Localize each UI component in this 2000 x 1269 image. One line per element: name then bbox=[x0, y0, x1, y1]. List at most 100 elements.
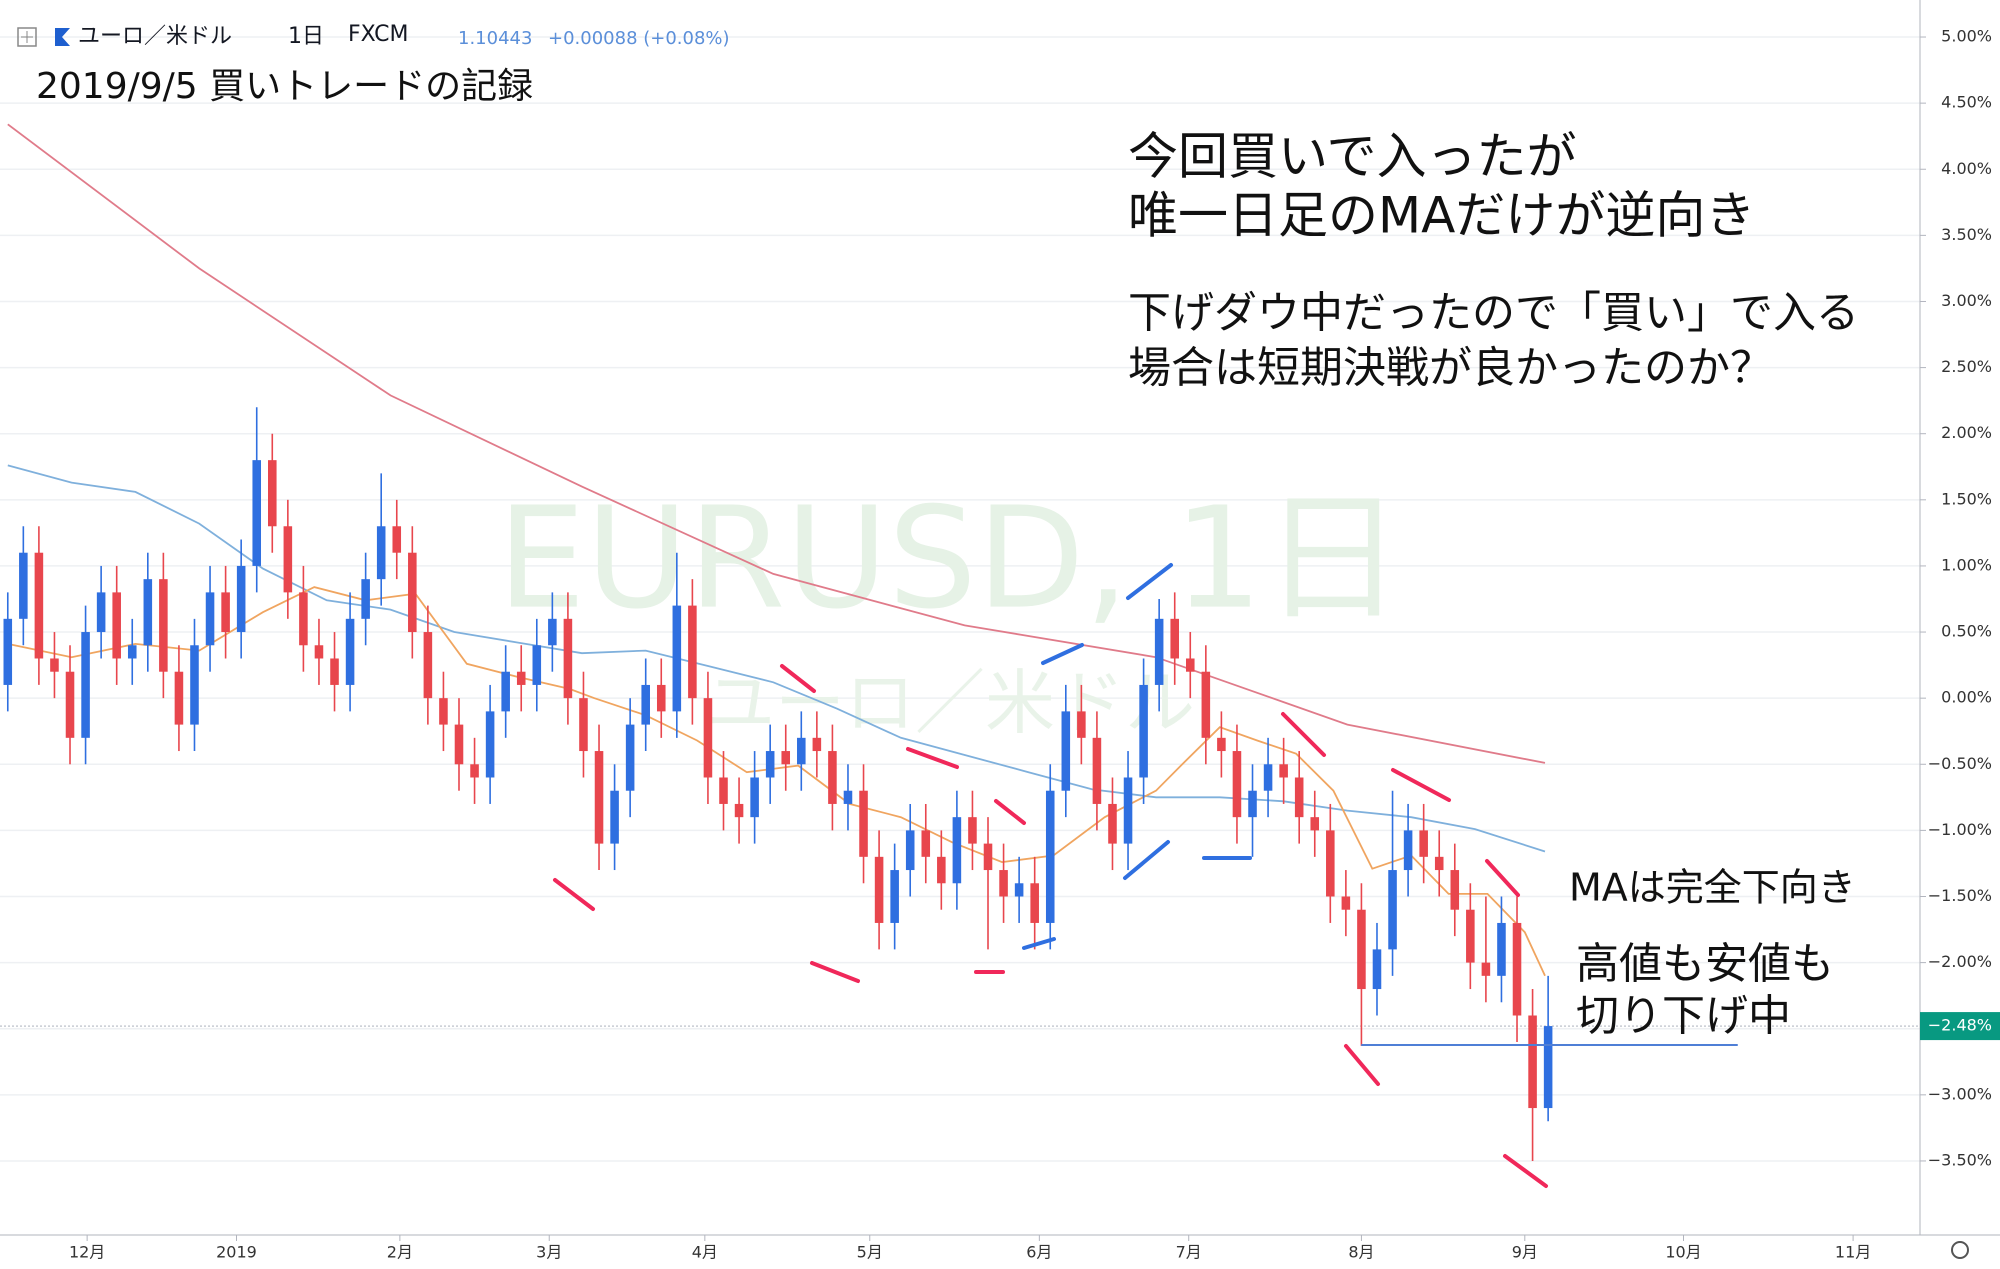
candle-body bbox=[1185, 658, 1195, 672]
candle-body bbox=[999, 870, 1008, 897]
candle-body bbox=[3, 618, 13, 685]
candle-body bbox=[1497, 922, 1506, 976]
candle-body bbox=[1045, 790, 1055, 923]
y-tick-label: −1.00% bbox=[1928, 820, 1992, 839]
candle-body bbox=[1248, 790, 1257, 818]
candle-body bbox=[1030, 883, 1039, 923]
candle-body bbox=[19, 552, 28, 619]
candle-body bbox=[532, 645, 542, 685]
axes: 5.00% 4.50% 4.00% 3.50% 3.00% 2.50% 2.00% 1.50%… bbox=[69, 27, 2000, 1262]
change: +0.00088 (+0.08%) bbox=[548, 28, 730, 49]
y-tick-label: −3.00% bbox=[1928, 1084, 1992, 1103]
candle-body bbox=[1543, 1026, 1553, 1109]
candle-body bbox=[734, 803, 744, 818]
candle-body bbox=[65, 671, 75, 738]
candle-body bbox=[983, 843, 993, 871]
y-tick-label: 1.50% bbox=[1941, 489, 1992, 508]
candle-body bbox=[205, 592, 215, 646]
y-tick-label: 0.50% bbox=[1941, 622, 1992, 641]
x-tick-label: 8月 bbox=[1348, 1243, 1374, 1262]
candle-body bbox=[423, 632, 433, 699]
candle-body bbox=[299, 592, 308, 646]
candle-body bbox=[672, 605, 682, 712]
candle-body bbox=[1139, 684, 1148, 778]
candle-body bbox=[50, 658, 59, 672]
y-tick-label: 4.00% bbox=[1941, 159, 1992, 178]
candle-body bbox=[968, 817, 977, 844]
x-tick-label: 3月 bbox=[536, 1243, 562, 1262]
x-tick-label: 12月 bbox=[69, 1243, 105, 1262]
candle-body bbox=[1341, 896, 1351, 910]
annotation: 場合は短期決戦が良かったのか？ bbox=[1128, 344, 1773, 394]
annotation: 切り下げ中 bbox=[1576, 992, 1791, 1042]
candle-body bbox=[1294, 777, 1304, 818]
candle-body bbox=[1512, 922, 1522, 1016]
candle-body bbox=[112, 592, 121, 659]
settings-icon[interactable] bbox=[1951, 1241, 1969, 1259]
expand-icon[interactable] bbox=[17, 27, 37, 47]
source[interactable]: FXCM bbox=[348, 22, 408, 47]
candle-body bbox=[1123, 777, 1133, 844]
candle-body bbox=[190, 645, 199, 725]
candle-body bbox=[1357, 909, 1366, 990]
slash bbox=[1022, 937, 1056, 950]
annotation: MAは完全下向き bbox=[1569, 866, 1856, 910]
candle-body bbox=[314, 645, 324, 659]
y-tick-label: 0.00% bbox=[1941, 688, 1992, 707]
candle-body bbox=[1403, 830, 1413, 871]
candle-body bbox=[952, 817, 962, 884]
candle-body bbox=[221, 592, 230, 633]
candle-body bbox=[859, 790, 868, 857]
candle-body bbox=[750, 777, 759, 818]
candle-body bbox=[143, 579, 153, 646]
candle-body bbox=[921, 830, 931, 857]
flag-icon bbox=[55, 28, 70, 46]
drawings bbox=[553, 563, 1738, 1188]
candle-body bbox=[252, 460, 262, 566]
candle-body bbox=[625, 724, 635, 791]
y-tick-label: −1.50% bbox=[1928, 886, 1992, 905]
candle-body bbox=[765, 751, 775, 778]
slash bbox=[994, 799, 1026, 825]
candle-body bbox=[688, 605, 697, 699]
title: 2019/9/5 買いトレードの記録 bbox=[36, 66, 533, 107]
price: 1.10443 bbox=[458, 28, 532, 49]
time-axis bbox=[0, 1235, 2000, 1269]
candle-body bbox=[470, 764, 479, 778]
last-price-label: −2.48% bbox=[1928, 1016, 1992, 1035]
candle-body bbox=[283, 526, 293, 593]
candle-body bbox=[376, 526, 386, 580]
candle-body bbox=[890, 870, 899, 923]
candle-body bbox=[174, 671, 184, 725]
slash bbox=[553, 878, 595, 911]
x-tick-label: 5月 bbox=[857, 1243, 883, 1262]
candle-body bbox=[781, 751, 791, 765]
slash bbox=[1281, 712, 1326, 757]
candle-body bbox=[656, 684, 666, 712]
candle-body bbox=[812, 737, 822, 752]
candle-body bbox=[392, 526, 402, 553]
x-tick-label: 7月 bbox=[1176, 1243, 1202, 1262]
slash bbox=[1485, 859, 1520, 897]
candle-body bbox=[1263, 764, 1273, 791]
slash bbox=[906, 747, 959, 769]
candle-body bbox=[905, 830, 915, 871]
candle-body bbox=[579, 698, 588, 752]
candle-body bbox=[1092, 737, 1102, 804]
annotation: 高値も安値も bbox=[1576, 940, 1834, 990]
candle-body bbox=[1388, 870, 1397, 950]
slash bbox=[1391, 768, 1451, 802]
candle-body bbox=[408, 552, 417, 633]
y-tick-label: 3.50% bbox=[1941, 225, 1992, 244]
candle-body bbox=[1481, 962, 1491, 976]
candle-body bbox=[1310, 817, 1320, 831]
annotation: 下げダウ中だったので「買い」で入る bbox=[1128, 289, 1859, 339]
candle-body bbox=[1466, 909, 1475, 963]
y-tick-label: −0.50% bbox=[1928, 754, 1992, 773]
annotation: 今回買いで入ったが bbox=[1128, 128, 1577, 186]
slash bbox=[1123, 840, 1170, 880]
slash bbox=[1041, 643, 1084, 665]
x-tick-label: 9月 bbox=[1512, 1243, 1538, 1262]
